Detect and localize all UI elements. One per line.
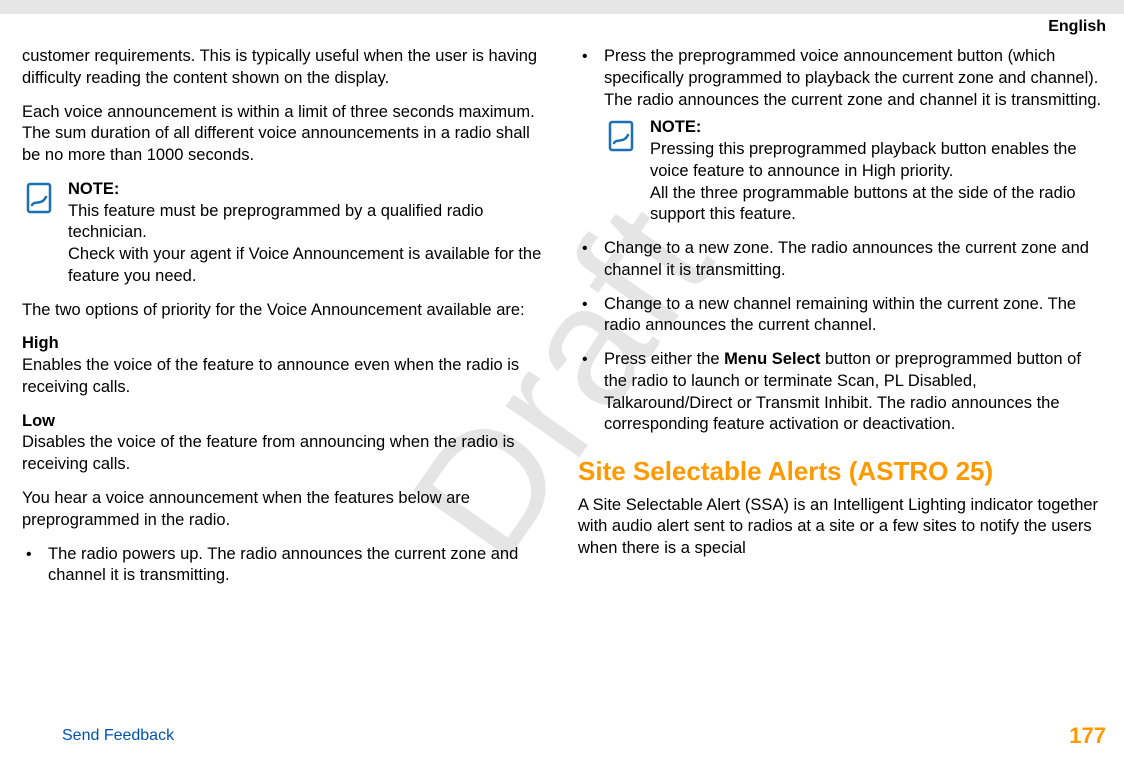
send-feedback-link[interactable]: Send Feedback: [62, 727, 174, 745]
list-item: Change to a new channel remaining within…: [578, 294, 1106, 338]
list-item: The radio powers up. The radio announces…: [22, 544, 550, 588]
right-column: Press the preprogrammed voice announceme…: [578, 46, 1106, 711]
bullet-list: Press the preprogrammed voice announceme…: [578, 46, 1106, 436]
paragraph: You hear a voice announcement when the f…: [22, 488, 550, 532]
list-item: Press either the Menu Select button or p…: [578, 349, 1106, 436]
bold-text: Menu Select: [724, 350, 820, 368]
definition-term-low: Low: [22, 411, 550, 433]
note-text: Check with your agent if Voice Announcem…: [68, 245, 541, 285]
note-title: NOTE:: [650, 117, 1106, 139]
note-body: NOTE: This feature must be preprogrammed…: [68, 179, 550, 288]
left-column: customer requirements. This is typically…: [22, 46, 550, 711]
list-item: Change to a new zone. The radio announce…: [578, 238, 1106, 282]
section-heading: Site Selectable Alerts (ASTRO 25): [578, 454, 1106, 488]
language-label: English: [1048, 18, 1106, 36]
paragraph: A Site Selectable Alert (SSA) is an Inte…: [578, 495, 1106, 560]
paragraph: customer requirements. This is typically…: [22, 46, 550, 90]
note-block: NOTE: This feature must be preprogrammed…: [22, 179, 550, 288]
content-columns: customer requirements. This is typically…: [22, 46, 1106, 711]
bullet-list: The radio powers up. The radio announces…: [22, 544, 550, 588]
definition-desc: Disables the voice of the feature from a…: [22, 432, 550, 476]
note-icon: [604, 119, 638, 226]
list-item: Press the preprogrammed voice announceme…: [578, 46, 1106, 226]
note-icon: [22, 181, 56, 288]
list-item-text: Press either the: [604, 350, 724, 368]
note-text: Pressing this preprogrammed playback but…: [650, 140, 1077, 180]
definition-desc: Enables the voice of the feature to anno…: [22, 355, 550, 399]
page-number: 177: [1069, 723, 1106, 749]
paragraph: The two options of priority for the Voic…: [22, 300, 550, 322]
note-title: NOTE:: [68, 179, 550, 201]
note-body: NOTE: Pressing this preprogrammed playba…: [650, 117, 1106, 226]
paragraph: Each voice announcement is within a limi…: [22, 102, 550, 167]
note-text: This feature must be preprogrammed by a …: [68, 202, 483, 242]
note-block: NOTE: Pressing this preprogrammed playba…: [604, 117, 1106, 226]
note-text: All the three programmable buttons at th…: [650, 184, 1076, 224]
footer: Send Feedback 177: [22, 723, 1106, 749]
top-grey-bar: [0, 0, 1124, 14]
document-page: English Draft customer requirements. Thi…: [0, 0, 1124, 761]
definition-term-high: High: [22, 333, 550, 355]
list-item-text: Press the preprogrammed voice announceme…: [604, 47, 1101, 109]
